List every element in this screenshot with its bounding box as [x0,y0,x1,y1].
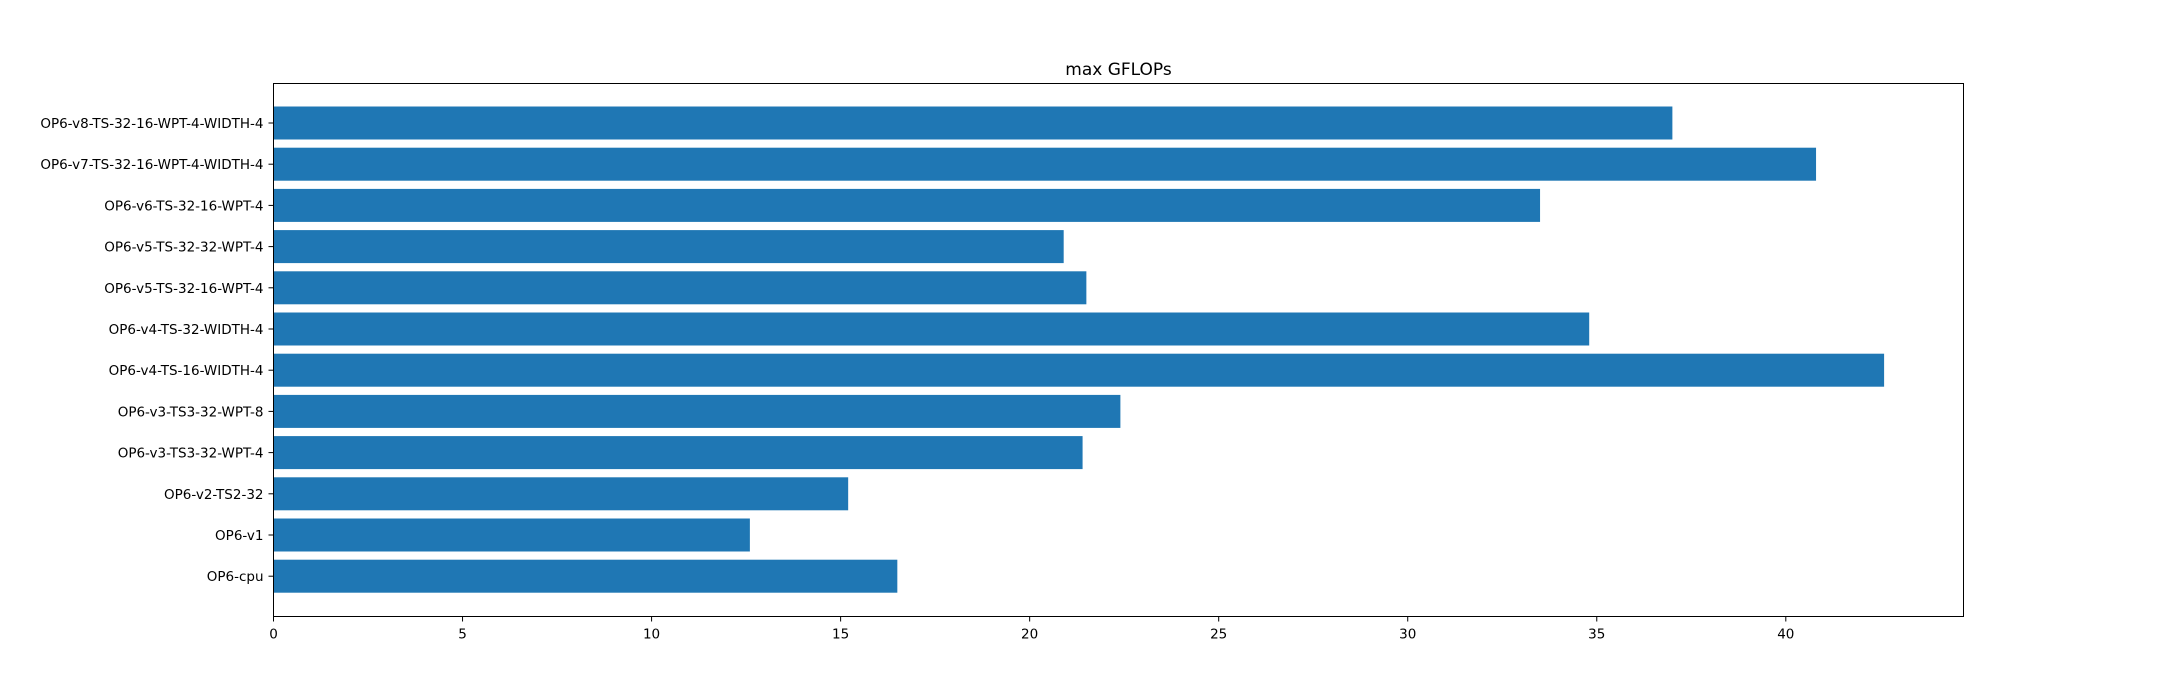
x-tick-label: 40 [1777,627,1794,643]
x-tick-label: 15 [832,627,849,643]
bars-layer [273,106,1885,593]
x-tick-label: 35 [1588,627,1605,643]
y-tick-label: OP6-v2-TS2-32 [164,487,264,503]
x-tick-label: 25 [1210,627,1227,643]
x-tick-label: 5 [458,627,467,643]
y-tick-label: OP6-v3-TS3-32-WPT-4 [118,446,264,462]
bar [273,230,1064,264]
bar [273,518,750,552]
bar [273,353,1885,387]
bar [273,188,1541,222]
x-tick-label: 30 [1399,627,1416,643]
bar [273,147,1817,181]
bar [273,559,898,593]
y-tick-label: OP6-v5-TS-32-16-WPT-4 [104,281,263,297]
y-tick-label: OP6-v7-TS-32-16-WPT-4-WIDTH-4 [40,157,263,173]
y-tick-label: OP6-v6-TS-32-16-WPT-4 [104,198,263,214]
x-tick-label: 10 [643,627,660,643]
y-tick-label: OP6-v4-TS-32-WIDTH-4 [109,322,264,338]
x-tick-label: 0 [269,627,278,643]
y-tick-label: OP6-v1 [215,528,263,544]
plot-frame [273,83,1964,617]
bar [273,271,1087,305]
bar [273,436,1083,470]
y-axis-ticks: OP6-v8-TS-32-16-WPT-4-WIDTH-4 OP6-v7-TS-3… [40,116,274,585]
x-tick-label: 20 [1021,627,1038,643]
bar [273,477,849,511]
bar [273,106,1673,140]
y-tick-label: OP6-v4-TS-16-WIDTH-4 [109,363,264,379]
bar [273,394,1121,428]
chart-title: max GFLOPs [1065,60,1172,80]
x-axis-ticks: 0 5 10 15 20 25 30 35 40 [269,616,1794,643]
y-tick-label: OP6-cpu [207,569,264,585]
bar [273,312,1590,346]
y-tick-label: OP6-v8-TS-32-16-WPT-4-WIDTH-4 [40,116,263,132]
y-tick-label: OP6-v5-TS-32-32-WPT-4 [104,240,263,256]
y-tick-label: OP6-v3-TS3-32-WPT-8 [118,404,264,420]
